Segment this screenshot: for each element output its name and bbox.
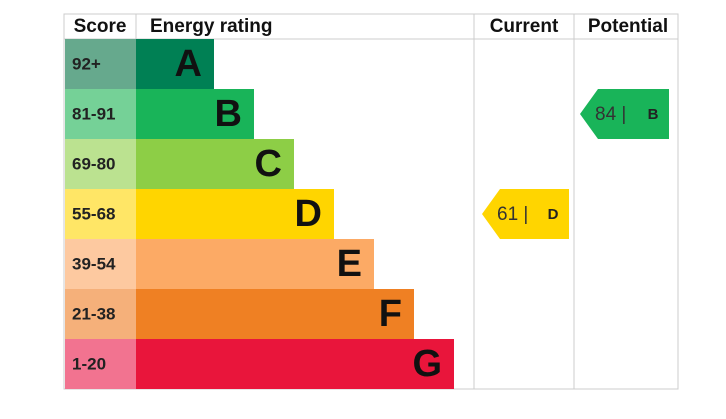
rating-letter: G	[412, 343, 442, 385]
score-label: 1-20	[72, 354, 106, 373]
score-label: 81-91	[72, 104, 115, 123]
header-rating: Energy rating	[150, 16, 272, 37]
score-label: 92+	[72, 54, 101, 73]
header-current: Current	[490, 16, 559, 37]
score-label: 39-54	[72, 254, 116, 273]
rating-bar	[136, 239, 374, 289]
header-score: Score	[74, 16, 127, 37]
score-label: 21-38	[72, 304, 115, 323]
rating-bar	[136, 89, 254, 139]
score-cell	[65, 139, 136, 189]
rating-letter: A	[175, 43, 202, 85]
current-arrow	[482, 189, 569, 239]
score-label: 69-80	[72, 154, 115, 173]
current-rating: D	[548, 206, 559, 223]
potential-rating: B	[648, 106, 659, 123]
potential-label: 84 |	[595, 104, 626, 125]
potential-arrow	[580, 89, 669, 139]
score-cell	[65, 289, 136, 339]
score-cell	[65, 239, 136, 289]
score-cell	[65, 89, 136, 139]
rating-letter: E	[337, 243, 362, 285]
score-label: 55-68	[72, 204, 115, 223]
rating-letter: D	[295, 193, 322, 235]
rating-bar	[136, 339, 454, 389]
current-label: 61 |	[497, 204, 528, 225]
score-cell	[65, 339, 136, 389]
rating-letter: C	[255, 143, 282, 185]
rating-bar	[136, 139, 294, 189]
rating-letter: B	[215, 93, 242, 135]
rating-letter: F	[379, 293, 402, 335]
rating-bar	[136, 39, 214, 89]
score-cell	[65, 39, 136, 89]
header-potential: Potential	[588, 16, 668, 37]
score-cell	[65, 189, 136, 239]
rating-bar	[136, 289, 414, 339]
rating-bar	[136, 189, 334, 239]
